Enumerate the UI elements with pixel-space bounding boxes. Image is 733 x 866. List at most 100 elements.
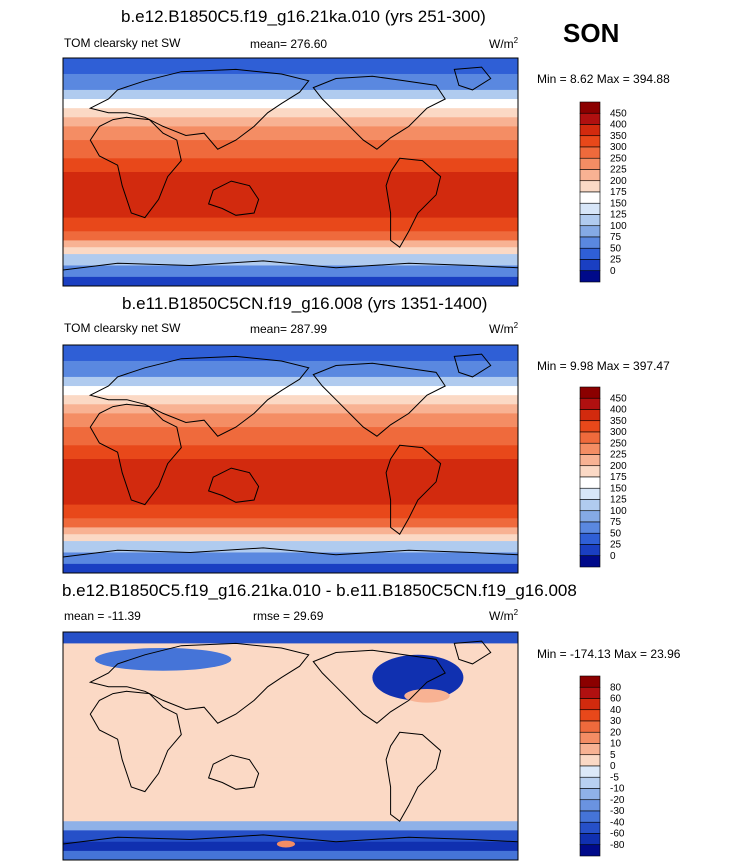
colorbar-tick-label: -5 bbox=[610, 772, 619, 783]
map-band bbox=[63, 386, 518, 396]
colorbar-tick-label: 50 bbox=[610, 528, 622, 539]
map-frame bbox=[62, 57, 519, 287]
colorbar-tick-label: -60 bbox=[610, 829, 625, 840]
colorbar-swatch bbox=[579, 765, 601, 778]
colorbar-swatch bbox=[579, 431, 601, 444]
continent-outline bbox=[385, 444, 442, 535]
colorbar-swatch bbox=[579, 101, 601, 114]
map-band bbox=[63, 518, 518, 528]
map-band bbox=[63, 534, 518, 542]
colorbar-swatch bbox=[579, 810, 601, 823]
continent-outline bbox=[88, 642, 310, 724]
colorbar-swatch bbox=[579, 675, 601, 688]
continent-outline bbox=[312, 362, 446, 437]
colorbar-swatch bbox=[579, 442, 601, 455]
panel2-mean: mean= 287.99 bbox=[250, 322, 328, 336]
map-anomaly-eurasia bbox=[94, 647, 232, 671]
map-band bbox=[63, 541, 518, 553]
colorbar-tick-label: -20 bbox=[610, 795, 625, 806]
colorbar-tick-label: 225 bbox=[610, 165, 627, 176]
colorbar-tick-label: -40 bbox=[610, 817, 625, 828]
colorbar-swatch bbox=[579, 544, 601, 557]
continent-outline bbox=[385, 731, 442, 822]
colorbar-tick-label: 300 bbox=[610, 142, 627, 153]
map-band bbox=[63, 240, 518, 248]
colorbar-tick-label: 250 bbox=[610, 438, 627, 449]
colorbar-swatch bbox=[579, 844, 601, 857]
panel3-units: W/m2 bbox=[489, 608, 519, 623]
map-band bbox=[63, 140, 518, 159]
colorbar-tick-label: 25 bbox=[610, 540, 622, 551]
continent-outline bbox=[88, 355, 310, 437]
colorbar-tick-label: 60 bbox=[610, 694, 622, 705]
colorbar-tick-label: 50 bbox=[610, 243, 622, 254]
colorbar-swatch bbox=[579, 225, 601, 238]
colorbar-swatch bbox=[579, 409, 601, 422]
colorbar-tick-label: 0 bbox=[610, 761, 616, 772]
colorbar-tick-label: 200 bbox=[610, 461, 627, 472]
colorbar-swatch bbox=[579, 510, 601, 523]
colorbar-tick-label: 150 bbox=[610, 483, 627, 494]
map-band bbox=[63, 413, 518, 428]
colorbar-swatch bbox=[579, 532, 601, 545]
colorbar-tick-label: 20 bbox=[610, 727, 622, 738]
map-band bbox=[63, 89, 518, 100]
colorbar-tick-label: 175 bbox=[610, 187, 627, 198]
colorbar-swatch bbox=[579, 259, 601, 272]
map-band bbox=[63, 504, 518, 519]
map-band bbox=[63, 265, 518, 278]
colorbar-swatch bbox=[579, 124, 601, 137]
map-band bbox=[63, 172, 518, 219]
colorbar-tick-label: 30 bbox=[610, 716, 622, 727]
colorbar-swatch bbox=[579, 731, 601, 744]
colorbar-swatch bbox=[579, 157, 601, 170]
panel3-mean: mean = -11.39 bbox=[64, 609, 141, 623]
colorbar-tick-label: -30 bbox=[610, 806, 625, 817]
colorbar-swatch bbox=[579, 386, 601, 399]
colorbar-swatch bbox=[579, 698, 601, 711]
colorbar-swatch bbox=[579, 202, 601, 215]
panel1-minmax: Min = 8.62 Max = 394.88 bbox=[537, 72, 670, 86]
continent-outline bbox=[89, 116, 182, 219]
map-band bbox=[63, 276, 518, 286]
map-panel-3 bbox=[62, 631, 519, 861]
map-band bbox=[63, 395, 518, 405]
colorbar-tick-label: 400 bbox=[610, 405, 627, 416]
colorbar-tick-label: 450 bbox=[610, 108, 627, 119]
colorbar-swatch bbox=[579, 799, 601, 812]
map-band bbox=[63, 445, 518, 460]
map-panel-2 bbox=[62, 344, 519, 574]
panel1-units: W/m2 bbox=[489, 36, 519, 51]
map-band bbox=[63, 99, 518, 109]
colorbar-swatch bbox=[579, 833, 601, 846]
continent-outline bbox=[63, 834, 518, 860]
map-frame bbox=[62, 344, 519, 574]
colorbar-swatch bbox=[579, 191, 601, 204]
panel3-title: b.e12.B1850C5.f19_g16.21ka.010 - b.e11.B… bbox=[62, 581, 577, 600]
panel3-rmse: rmse = 29.69 bbox=[253, 609, 324, 623]
colorbar-swatch bbox=[579, 821, 601, 834]
continent-outline bbox=[88, 68, 310, 150]
colorbar-swatch bbox=[579, 214, 601, 227]
map-band bbox=[63, 217, 518, 232]
continent-outline bbox=[385, 157, 442, 248]
map-band bbox=[63, 117, 518, 127]
map-band bbox=[63, 757, 518, 822]
colorbar-swatch bbox=[579, 169, 601, 182]
map-band bbox=[63, 734, 518, 758]
colorbar-swatch bbox=[579, 270, 601, 283]
colorbar-tick-label: 350 bbox=[610, 131, 627, 142]
colorbar-tick-label: 450 bbox=[610, 393, 627, 404]
panel2-variable: TOM clearsky net SW bbox=[64, 321, 181, 335]
colorbar-tick-label: 125 bbox=[610, 210, 627, 221]
colorbar-swatch bbox=[579, 135, 601, 148]
colorbar-tick-label: 125 bbox=[610, 495, 627, 506]
colorbar-tick-label: 400 bbox=[610, 120, 627, 131]
map-band bbox=[63, 108, 518, 118]
map-band bbox=[63, 850, 518, 860]
map-band bbox=[63, 404, 518, 414]
colorbar-swatch bbox=[579, 454, 601, 467]
